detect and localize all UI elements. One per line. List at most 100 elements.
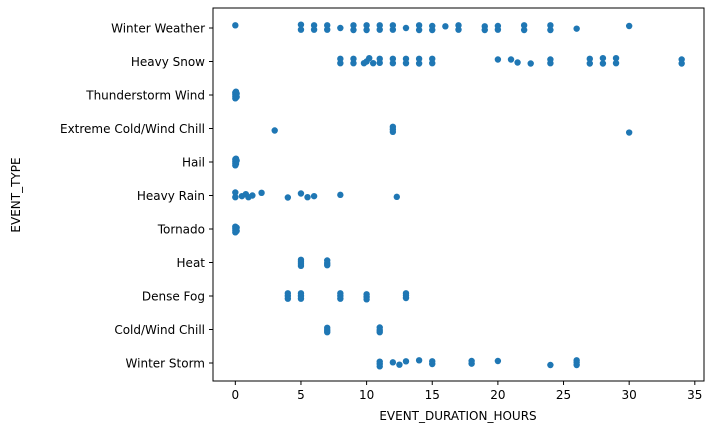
y-axis-label: EVENT_TYPE <box>9 157 23 232</box>
data-point <box>396 361 403 368</box>
x-tick-label: 20 <box>490 388 505 402</box>
data-point <box>232 193 239 201</box>
data-point <box>547 26 554 34</box>
y-axis-ticks: Winter Weather Heavy Snow Thunderstorm Win… <box>60 22 213 371</box>
data-point <box>612 54 620 62</box>
x-tick-label: 30 <box>622 388 637 402</box>
data-point <box>429 55 436 63</box>
y-tick-label: Heavy Rain <box>137 189 205 203</box>
data-point <box>376 324 383 331</box>
data-point <box>310 192 318 200</box>
data-point <box>232 189 239 196</box>
x-tick-label: 0 <box>231 388 239 402</box>
data-point <box>324 22 331 29</box>
data-point <box>547 22 554 29</box>
data-point <box>337 191 344 199</box>
data-point <box>599 54 607 62</box>
y-tick-label: Winter Weather <box>111 22 205 36</box>
data-point <box>376 358 383 365</box>
x-tick-label: 10 <box>359 388 374 402</box>
data-point <box>297 190 305 197</box>
data-point <box>284 194 292 201</box>
data-point <box>402 358 410 365</box>
x-tick-label: 5 <box>297 388 305 402</box>
data-point <box>415 26 423 34</box>
data-point <box>468 357 475 365</box>
data-point <box>389 22 397 29</box>
data-point <box>363 291 370 298</box>
x-axis-ticks: 0 5 10 15 20 25 30 35 <box>231 381 702 402</box>
data-point <box>678 56 685 63</box>
data-point <box>389 359 397 366</box>
data-point <box>507 56 515 63</box>
x-tick-label: 15 <box>425 388 440 402</box>
data-point <box>297 21 305 28</box>
data-point <box>514 59 521 66</box>
y-tick-label: Winter Storm <box>126 357 205 371</box>
data-point <box>232 88 240 95</box>
data-point <box>494 56 502 63</box>
data-point <box>573 357 580 364</box>
data-point <box>310 22 318 29</box>
data-point <box>415 22 423 29</box>
data-point <box>233 224 240 231</box>
data-point <box>481 23 488 30</box>
data-point <box>599 60 607 67</box>
data-point <box>494 22 502 30</box>
data-point <box>612 59 620 67</box>
y-tick-label: Dense Fog <box>142 290 205 304</box>
y-tick-label: Cold/Wind Chill <box>114 323 205 337</box>
data-point <box>389 123 397 131</box>
data-point <box>389 55 397 63</box>
data-points <box>232 21 685 370</box>
data-point <box>429 358 436 365</box>
data-point <box>625 129 633 136</box>
y-tick-label: Heat <box>177 256 206 270</box>
data-point <box>363 26 370 34</box>
data-point <box>625 22 633 30</box>
data-point <box>271 127 278 134</box>
data-point <box>442 23 449 30</box>
data-point <box>376 22 383 29</box>
data-point <box>350 26 357 34</box>
data-point <box>350 55 357 63</box>
plot-frame <box>212 7 705 382</box>
data-point <box>376 59 383 67</box>
data-point <box>337 290 344 297</box>
y-tick-label: Extreme Cold/Wind Chill <box>60 122 205 136</box>
data-point <box>586 60 593 67</box>
data-point <box>284 290 292 297</box>
data-point <box>415 357 423 364</box>
data-point <box>402 290 410 297</box>
data-point <box>520 22 528 29</box>
data-point <box>402 55 410 63</box>
data-point <box>415 60 423 67</box>
data-point <box>297 290 305 297</box>
data-point <box>455 22 462 29</box>
data-point <box>520 26 528 34</box>
x-axis-label: EVENT_DURATION_HOURS <box>379 409 536 423</box>
data-point <box>366 54 373 62</box>
data-point <box>304 193 311 201</box>
data-point <box>337 24 344 32</box>
data-point <box>232 22 239 29</box>
data-point <box>258 189 265 197</box>
x-tick-label: 25 <box>556 388 571 402</box>
data-point <box>586 55 593 63</box>
x-tick-label: 35 <box>687 388 702 402</box>
data-point <box>429 22 436 30</box>
data-point <box>573 25 580 32</box>
data-point <box>324 324 331 332</box>
data-point <box>415 55 423 63</box>
data-point <box>297 256 305 264</box>
data-point <box>324 257 331 264</box>
data-point <box>494 357 502 365</box>
data-point <box>350 22 357 29</box>
y-tick-label: Thunderstorm Wind <box>85 89 205 103</box>
data-point <box>297 26 305 33</box>
y-tick-label: Heavy Snow <box>131 55 205 69</box>
data-point <box>337 55 344 63</box>
data-point <box>547 361 554 369</box>
